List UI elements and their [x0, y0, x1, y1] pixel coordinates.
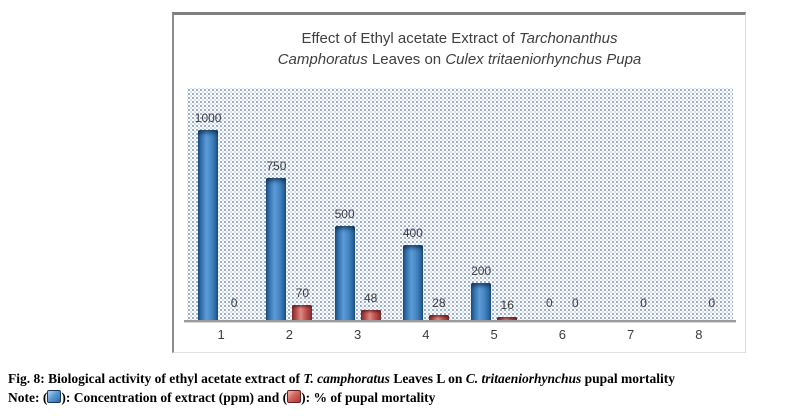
plot-area: 1000 750 500 400 200 0 0 70 48 28 16 0 0 0 — [187, 88, 733, 321]
x-tick-label: 2 — [285, 327, 293, 342]
title-text: Leaves on — [367, 51, 446, 68]
caption-species-italic: T. camphoratus — [303, 371, 390, 386]
caption-text: ): % of pupal mortality — [301, 390, 436, 405]
caption-line2-note: Note: ( ): Concentration of extract (ppm)… — [8, 388, 808, 407]
bar-concentration — [198, 130, 219, 321]
x-axis-labels: 1 2 3 4 5 6 7 8 — [187, 327, 733, 342]
chart-frame: Effect of Ethyl acetate Extract of Tarch… — [172, 12, 746, 353]
bar-mortality — [428, 315, 449, 321]
data-label: 16 — [500, 298, 514, 312]
caption-text: Fig. 8: Biological activity of ethyl ace… — [8, 371, 304, 386]
caption-text: ): Concentration of extract (ppm) and ( — [61, 390, 288, 405]
bar-concentration — [266, 178, 287, 321]
caption-line1: Fig. 8: Biological activity of ethyl ace… — [8, 369, 808, 388]
caption-text: Note: ( — [8, 390, 48, 405]
data-label: 0 — [640, 296, 647, 310]
title-species-italic: Culex tritaeniorhynchus Pupa — [445, 51, 642, 68]
x-tick-label: 8 — [695, 327, 703, 342]
legend-swatch-concentration — [47, 390, 62, 403]
bar-mortality — [360, 310, 381, 321]
data-label: 1000 — [194, 111, 222, 125]
data-label: 0 — [708, 296, 716, 310]
data-label: 500 — [334, 207, 355, 221]
data-label: 200 — [471, 264, 492, 278]
bar-mortality — [292, 305, 313, 321]
data-label: 0 — [230, 296, 238, 310]
x-tick-label: 3 — [354, 327, 362, 342]
title-species-italic: Camphoratus — [277, 51, 368, 68]
caption-text: pupal mortality — [581, 371, 676, 386]
title-species-italic: Tarchonanthus — [518, 30, 618, 47]
data-label: 400 — [402, 226, 423, 240]
title-text: Effect of Ethyl acetate Extract of — [301, 30, 519, 47]
x-axis-line — [184, 320, 736, 322]
data-label: 0 — [572, 296, 579, 310]
data-label: 0 — [546, 296, 553, 310]
caption-species-italic: C. tritaeniorhynchus — [465, 371, 582, 386]
bar-concentration — [471, 283, 492, 321]
x-tick-label: 7 — [627, 327, 635, 342]
x-tick-label: 1 — [217, 327, 225, 342]
chart-title-line2: Camphoratus Leaves on Culex tritaeniorhy… — [174, 49, 745, 70]
x-tick-label: 4 — [422, 327, 430, 342]
data-label: 48 — [363, 291, 378, 305]
bar-concentration — [334, 226, 355, 321]
legend-swatch-mortality — [287, 390, 302, 403]
data-label: 28 — [432, 296, 446, 310]
bar-mortality — [497, 317, 518, 321]
x-tick-label: 6 — [558, 327, 566, 342]
data-label: 70 — [295, 286, 310, 300]
chart-title-line1: Effect of Ethyl acetate Extract of Tarch… — [174, 28, 745, 49]
figure-caption: Fig. 8: Biological activity of ethyl ace… — [8, 369, 808, 407]
caption-text: Leaves L on — [389, 371, 466, 386]
bar-concentration — [402, 245, 423, 321]
x-tick-label: 5 — [490, 327, 498, 342]
data-label: 750 — [266, 159, 287, 173]
chart-title: Effect of Ethyl acetate Extract of Tarch… — [174, 28, 745, 70]
